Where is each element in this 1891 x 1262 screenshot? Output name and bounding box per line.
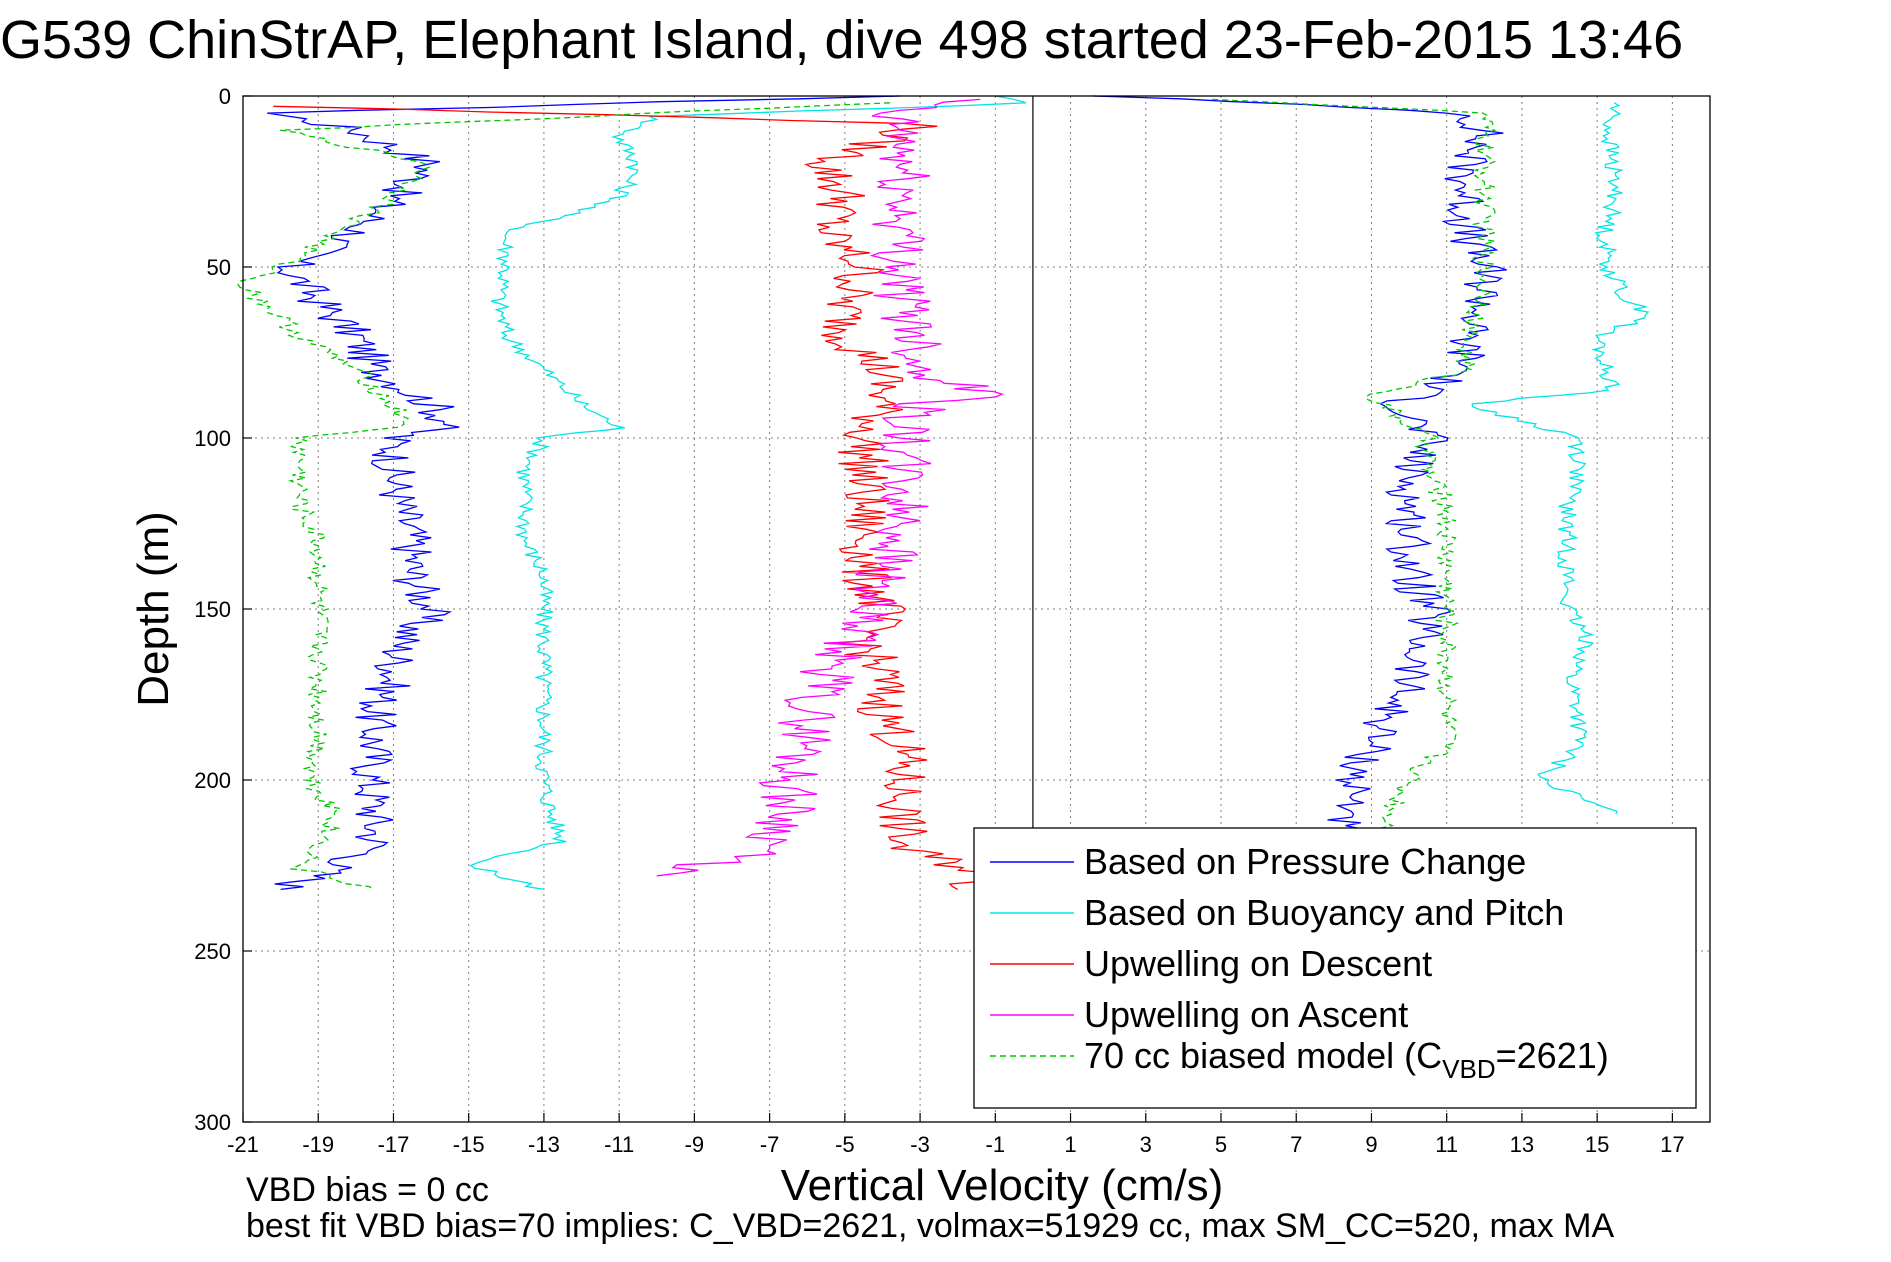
y-tick-label: 0 xyxy=(219,84,231,109)
x-tick-label: -3 xyxy=(910,1132,930,1157)
series-line-5-ascent xyxy=(1212,98,1497,832)
y-axis-label: Depth (m) xyxy=(129,511,178,707)
legend-label-1: Based on Pressure Change xyxy=(1084,841,1526,882)
x-axis-label: Vertical Velocity (cm/s) xyxy=(781,1161,1224,1210)
legend-label-3: Upwelling on Descent xyxy=(1084,943,1432,984)
series-line-1-ascent xyxy=(1093,95,1507,832)
series-line-1-descent xyxy=(267,95,901,891)
series-line-5-descent xyxy=(237,102,891,890)
legend-label-2: Based on Buoyancy and Pitch xyxy=(1084,892,1564,933)
series-line-2-ascent xyxy=(1471,102,1650,815)
x-tick-label: -13 xyxy=(528,1132,560,1157)
x-tick-label: 5 xyxy=(1215,1132,1227,1157)
legend-label-5: 70 cc biased model (CVBD=2621) xyxy=(1084,1035,1609,1084)
series-line-2-descent xyxy=(469,95,1027,891)
x-tick-label: -1 xyxy=(986,1132,1006,1157)
x-tick-label: 13 xyxy=(1510,1132,1534,1157)
x-tick-label: 1 xyxy=(1064,1132,1076,1157)
legend-box xyxy=(973,827,1697,1109)
best-fit-note: best fit VBD bias=70 implies: C_VBD=2621… xyxy=(246,1207,1615,1245)
series-line-4-ascent xyxy=(656,98,1005,877)
series-layer xyxy=(237,95,1650,891)
legend: Based on Pressure Change Based on Buoyanc… xyxy=(973,827,1697,1109)
x-tick-label: 3 xyxy=(1140,1132,1152,1157)
chart-title: G539 ChinStrAP, Elephant Island, dive 49… xyxy=(0,10,1683,70)
series-line-3-descent xyxy=(273,105,1011,890)
x-tick-label: -21 xyxy=(227,1132,259,1157)
y-tick-label: 250 xyxy=(194,939,231,964)
vbd-bias-note: VBD bias = 0 cc xyxy=(246,1171,489,1209)
x-tick-label: 15 xyxy=(1585,1132,1609,1157)
x-tick-label: 7 xyxy=(1290,1132,1302,1157)
y-tick-label: 200 xyxy=(194,768,231,793)
x-tick-label: -15 xyxy=(453,1132,485,1157)
x-tick-label: -9 xyxy=(685,1132,705,1157)
legend-label-4: Upwelling on Ascent xyxy=(1084,994,1408,1035)
y-tick-label: 50 xyxy=(207,255,231,280)
x-tick-label: -17 xyxy=(378,1132,410,1157)
x-tick-label: 11 xyxy=(1435,1132,1458,1157)
x-tick-label: 17 xyxy=(1660,1132,1684,1157)
x-tick-label: -5 xyxy=(835,1132,855,1157)
y-tick-label: 150 xyxy=(194,597,231,622)
x-tick-label: -7 xyxy=(760,1132,780,1157)
x-tick-label: 9 xyxy=(1365,1132,1377,1157)
x-tick-label: -19 xyxy=(302,1132,334,1157)
y-tick-label: 100 xyxy=(194,426,231,451)
x-tick-label: -11 xyxy=(604,1132,634,1157)
axis-ticks: -21 -19 -17 -15 -13 -11 -9 -7 -5 -3 -1 1 3 5 7 9 11 13 15 1… xyxy=(194,84,1684,1157)
y-tick-label: 300 xyxy=(194,1110,231,1135)
